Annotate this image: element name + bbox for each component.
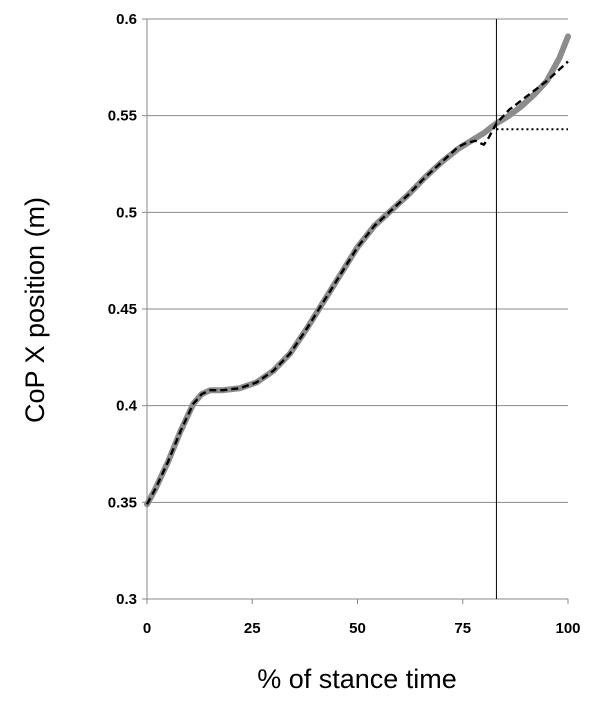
y-tick-label: 0.3 [116,591,137,608]
x-axis-title: % of stance time [257,664,457,694]
x-tick-labels: 0 25 50 75 100 [143,620,581,637]
series-line-dashed-black [145,60,569,505]
y-tick-labels: 0.3 0.35 0.4 0.45 0.5 0.55 0.6 [108,11,138,608]
series-group [144,33,571,508]
axes [142,18,569,604]
y-tick-label: 0.55 [108,108,137,125]
y-tick-label: 0.4 [116,398,138,415]
y-tick-label: 0.35 [108,494,137,511]
x-tick-label: 100 [555,620,580,637]
y-axis-title: CoP X position (m) [20,197,50,423]
y-tick-label: 0.5 [116,204,137,221]
y-tick-label: 0.45 [108,301,137,318]
x-tick-label: 50 [349,620,366,637]
x-tick-label: 25 [244,620,261,637]
x-tick-label: 0 [143,620,151,637]
x-tick-label: 75 [454,620,471,637]
series-line-solid-gray-thick [144,33,571,508]
gridlines [147,18,568,503]
y-tick-label: 0.6 [116,11,137,28]
